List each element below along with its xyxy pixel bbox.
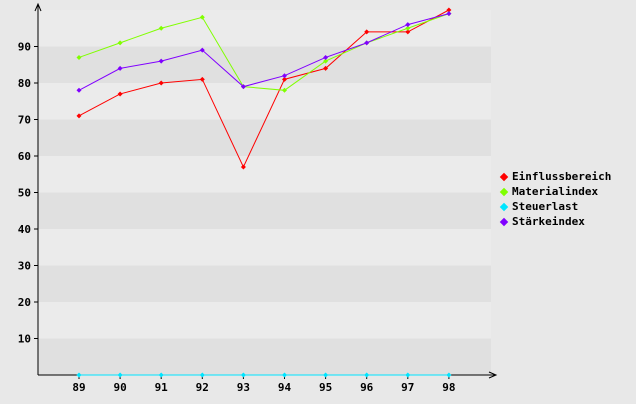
data-point-materialindex	[76, 54, 82, 60]
x-tick-label: 89	[72, 381, 85, 394]
y-tick-label: 50	[18, 187, 31, 200]
legend-marker-materialindex	[499, 187, 509, 196]
y-tick-label: 30	[18, 260, 31, 273]
data-point-einflussbereich	[199, 76, 205, 82]
data-point-st-rkeindex	[76, 87, 82, 93]
y-axis-ticks: 10 20 30 40 50 60 70 80 90	[18, 41, 38, 346]
data-point-steuerlast	[240, 372, 246, 378]
x-axis-arrow	[488, 371, 498, 379]
data-point-steuerlast	[282, 372, 287, 378]
series-group	[76, 7, 452, 378]
grid-band	[38, 10, 491, 47]
data-point-einflussbereich	[446, 7, 452, 13]
data-point-st-rkeindex	[446, 11, 452, 17]
data-point-einflussbereich	[240, 164, 246, 170]
data-point-steuerlast	[323, 372, 329, 378]
data-point-materialindex	[323, 58, 329, 64]
data-point-steuerlast	[199, 372, 205, 378]
data-point-st-rkeindex	[240, 84, 246, 90]
data-point-einflussbereich	[405, 29, 411, 35]
data-point-einflussbereich	[76, 113, 82, 119]
series-line-st-rkeindex	[78, 13, 450, 91]
data-point-einflussbereich	[158, 80, 164, 86]
data-point-materialindex	[405, 25, 411, 31]
legend-marker-einflussbereich	[499, 172, 509, 181]
data-point-steuerlast	[364, 372, 370, 378]
grid-band	[38, 302, 491, 339]
data-point-st-rkeindex	[323, 54, 329, 60]
y-tick-label: 10	[18, 333, 31, 346]
data-point-einflussbereich	[323, 65, 329, 71]
legend-item-steuerlast: Steuerlast	[498, 199, 611, 214]
data-point-einflussbereich	[117, 91, 123, 97]
x-tick-label: 95	[319, 381, 332, 394]
data-point-steuerlast	[117, 372, 123, 378]
data-point-st-rkeindex	[117, 65, 123, 71]
data-point-st-rkeindex	[405, 22, 411, 28]
x-tick-label: 96	[360, 381, 374, 394]
legend-item-materialindex: Materialindex	[498, 184, 611, 199]
x-tick-label: 93	[237, 381, 250, 394]
data-point-einflussbereich	[282, 76, 287, 82]
legend-label-materialindex: Materialindex	[512, 185, 599, 198]
legend-label-steuerlast: Steuerlast	[512, 200, 579, 213]
data-point-st-rkeindex	[282, 73, 287, 79]
series-line-einflussbereich	[78, 9, 450, 169]
legend: Einflussbereich Materialindex Steuerlast…	[498, 169, 611, 229]
legend-label-staerkeindex: Stärkeindex	[512, 215, 585, 228]
y-tick-label: 90	[18, 41, 31, 54]
y-tick-label: 40	[18, 223, 31, 236]
x-tick-label: 91	[155, 381, 169, 394]
plot-background	[38, 10, 491, 375]
x-tick-label: 98	[442, 381, 455, 394]
grid-band	[38, 83, 491, 120]
legend-marker-staerkeindex	[499, 217, 509, 226]
x-tick-label: 90	[113, 381, 126, 394]
data-point-st-rkeindex	[364, 40, 370, 46]
data-point-materialindex	[117, 40, 123, 46]
legend-marker-steuerlast	[499, 202, 509, 211]
grid-band	[38, 156, 491, 193]
data-point-steuerlast	[405, 372, 411, 378]
legend-item-einflussbereich: Einflussbereich	[498, 169, 611, 184]
data-point-steuerlast	[158, 372, 164, 378]
x-axis-ticks: 89 90 91 92 93 94 95 96 97 98	[72, 375, 456, 394]
data-point-st-rkeindex	[199, 47, 205, 53]
grid-band	[38, 229, 491, 266]
data-point-einflussbereich	[364, 29, 370, 35]
data-point-steuerlast	[446, 372, 452, 378]
data-point-materialindex	[282, 87, 287, 93]
x-tick-label: 92	[196, 381, 209, 394]
data-point-steuerlast	[76, 372, 82, 378]
x-tick-label: 97	[401, 381, 414, 394]
legend-item-staerkeindex: Stärkeindex	[498, 214, 611, 229]
x-tick-label: 94	[278, 381, 292, 394]
data-point-st-rkeindex	[158, 58, 164, 64]
data-point-materialindex	[199, 14, 205, 20]
y-tick-label: 60	[18, 150, 31, 163]
y-tick-label: 70	[18, 114, 31, 127]
series-line-materialindex	[78, 13, 450, 91]
y-tick-label: 80	[18, 77, 31, 90]
y-tick-label: 20	[18, 296, 31, 309]
y-axis-arrow	[34, 2, 42, 12]
data-point-materialindex	[158, 25, 164, 31]
legend-label-einflussbereich: Einflussbereich	[512, 170, 612, 183]
